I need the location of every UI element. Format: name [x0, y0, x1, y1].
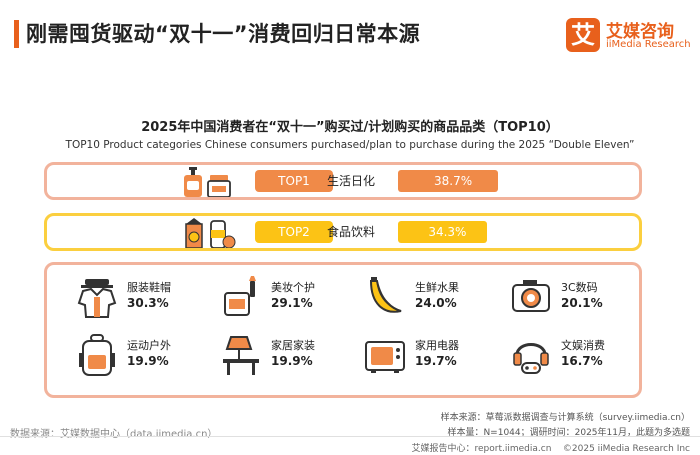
- category-cell: 服装鞋帽 30.3%: [75, 271, 221, 327]
- banana-icon: [369, 277, 402, 313]
- category-name: 3C数码: [561, 281, 598, 294]
- top2-rank-badge: TOP2: [255, 221, 333, 243]
- chart-title: 2025年中国消费者在“双十一”购买过/计划购买的商品品类（TOP10）: [141, 120, 559, 135]
- juice-carton-icon: [185, 218, 203, 248]
- category-cell: 文娱消费 16.7%: [509, 329, 655, 385]
- data-source: 数据来源：艾媒数据中心（data.iimedia.cn）: [10, 429, 218, 440]
- top2-bar: [398, 221, 487, 243]
- title-accent-bar: [14, 20, 19, 48]
- footer-credits: 艾媒报告中心：report.iimedia.cn ©2025 iiMedia R…: [412, 441, 691, 454]
- categories-grid: 服装鞋帽 30.3% 美妆个护 29.1% 生鲜水果 24.0% 3C数码 20…: [44, 262, 642, 398]
- footer-divider: [0, 436, 700, 437]
- category-name: 服装鞋帽: [127, 281, 171, 294]
- category-name: 文娱消费: [561, 339, 605, 352]
- top2-category-name: 食品饮料: [327, 225, 376, 239]
- headphones-gamepad-icon: [513, 343, 549, 374]
- microwave-icon: [365, 341, 405, 373]
- logo: 艾 艾媒咨询 iiMedia Research: [566, 16, 691, 56]
- page-title: 刚需囤货驱动“双十一”消费回归日常本源: [26, 22, 421, 46]
- category-cell: 家居家装 19.9%: [219, 329, 365, 385]
- top1-rank-badge: TOP1: [255, 170, 333, 192]
- pump-bottle-icon: [184, 167, 202, 197]
- logo-name-en: iiMedia Research: [606, 39, 691, 50]
- category-name: 家用电器: [415, 339, 459, 352]
- top2-bar-track: 34.3%: [398, 221, 583, 243]
- category-name: 运动户外: [127, 339, 171, 352]
- logo-name-cn: 艾媒咨询: [606, 22, 674, 42]
- cream-jar-icon: [207, 175, 231, 197]
- chart-subtitle: TOP10 Product categories Chinese consume…: [65, 139, 635, 151]
- top2-icons: [185, 218, 236, 248]
- category-value: 29.1%: [271, 296, 313, 310]
- sample-size-note: 样本量：N=1044；调研时间：2025年11月，此题为多选题: [447, 428, 690, 438]
- top1-bar: [398, 170, 498, 192]
- clothing-icon: [77, 279, 117, 318]
- top1-category-name: 生活日化: [327, 174, 376, 188]
- category-value: 30.3%: [127, 296, 169, 310]
- category-value: 19.9%: [271, 354, 313, 368]
- category-value: 16.7%: [561, 354, 603, 368]
- category-cell: 运动户外 19.9%: [75, 329, 221, 385]
- logo-mark: 艾: [566, 18, 600, 52]
- sample-source-note: 样本来源：草莓派数据调查与计算系统（survey.iimedia.cn）: [440, 413, 690, 423]
- category-value: 20.1%: [561, 296, 603, 310]
- camera-icon: [512, 280, 550, 312]
- category-value: 19.9%: [127, 354, 169, 368]
- copyright: ©2025 iiMedia Research Inc: [562, 444, 690, 454]
- category-name: 家居家装: [271, 339, 315, 352]
- top2-row: TOP2 食品饮料 34.3%: [44, 213, 642, 251]
- drink-can-icon: [210, 220, 236, 248]
- category-value: 19.7%: [415, 354, 457, 368]
- category-cell: 生鲜水果 24.0%: [363, 271, 509, 327]
- top1-value-label: 38.7%: [434, 174, 473, 188]
- top1-bar-track: 38.7%: [398, 170, 583, 192]
- top1-row: TOP1 生活日化 38.7%: [44, 162, 642, 200]
- category-cell: 3C数码 20.1%: [509, 271, 655, 327]
- table-lamp-icon: [223, 336, 259, 375]
- category-name: 生鲜水果: [415, 281, 459, 294]
- top1-icons: [184, 167, 231, 197]
- category-cell: 家用电器 19.7%: [363, 329, 509, 385]
- report-site-link[interactable]: 艾媒报告中心：report.iimedia.cn: [411, 444, 552, 454]
- makeup-icon: [224, 276, 256, 316]
- category-value: 24.0%: [415, 296, 457, 310]
- top2-value-label: 34.3%: [428, 225, 467, 239]
- backpack-icon: [79, 334, 115, 376]
- category-name: 美妆个护: [271, 281, 315, 294]
- category-cell: 美妆个护 29.1%: [219, 271, 365, 327]
